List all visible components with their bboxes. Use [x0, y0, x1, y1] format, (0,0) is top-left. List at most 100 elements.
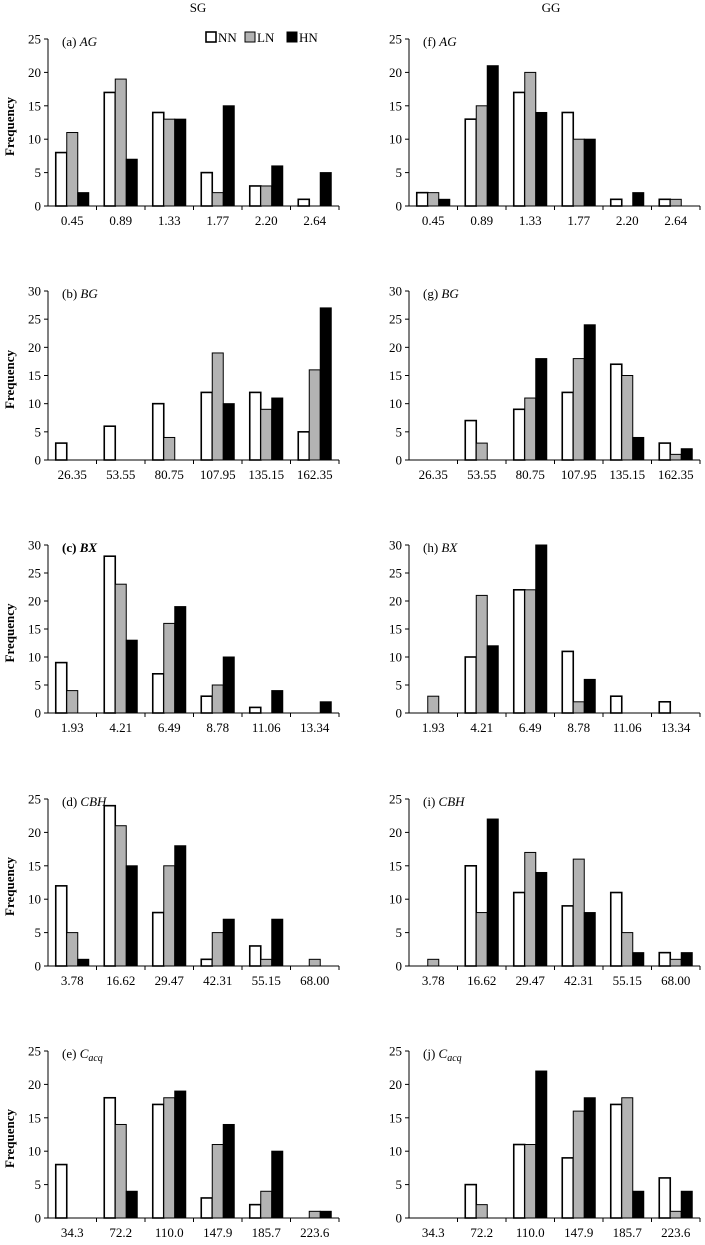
panel-label: (e) Cacq: [62, 1046, 103, 1064]
bar-nn: [464, 419, 478, 461]
bar-hn: [319, 1210, 332, 1219]
x-tick-label: 8.78: [206, 720, 229, 735]
bar-ln: [524, 851, 537, 967]
bar-nn: [54, 151, 68, 207]
chart-panel: 0 5 10 15 20 25 30 26.35 53.55 80.75 107.95 135.15 1…: [389, 284, 701, 482]
bar-nn: [103, 1096, 117, 1219]
bar-ln: [669, 453, 682, 461]
x-tick-label: 2.64: [664, 213, 687, 228]
panel-variable-subscript: acq: [88, 1053, 102, 1064]
bar-hn: [174, 606, 187, 714]
y-tick-label: 0: [396, 959, 403, 974]
bar-hn: [632, 952, 645, 967]
bar-hn: [535, 871, 548, 967]
panel-label: (a) AG: [62, 34, 98, 49]
bar-hn: [222, 403, 235, 461]
bar-ln: [427, 958, 440, 967]
y-tick-label: 5: [35, 165, 42, 180]
x-tick-label: 2.20: [616, 213, 639, 228]
x-tick-label: 26.35: [419, 467, 448, 482]
x-tick-label: 110.0: [155, 1225, 184, 1240]
panel-letter: (h): [423, 540, 441, 555]
bar-nn: [151, 111, 165, 207]
bar-hn: [271, 397, 284, 461]
bar-ln: [621, 1097, 634, 1219]
bar-hn: [535, 544, 548, 714]
bar-nn: [54, 1163, 68, 1219]
bar-ln: [114, 78, 127, 207]
bar-ln: [66, 690, 79, 714]
x-tick-label: 4.21: [109, 720, 132, 735]
chart-panel: 0 5 10 15 20 25 30 1.93 4.21 6.49 8.78 11.06 13.34 (h…: [389, 538, 701, 735]
x-tick-label: 0.89: [109, 213, 132, 228]
bar-hn: [632, 1190, 645, 1219]
bar-nn: [609, 891, 623, 967]
y-tick-label: 25: [389, 32, 402, 47]
bar-nn: [512, 91, 526, 207]
y-tick-label: 5: [396, 165, 403, 180]
y-tick-label: 0: [35, 706, 42, 721]
x-tick-label: 80.75: [155, 467, 184, 482]
y-tick-label: 25: [28, 792, 41, 807]
bar-nn: [151, 402, 165, 461]
bar-hn: [632, 192, 645, 207]
bar-ln: [163, 118, 176, 207]
panel-variable-subscript: acq: [447, 1053, 461, 1064]
bar-nn: [151, 1103, 165, 1219]
panel-variable: BG: [441, 286, 459, 301]
x-tick-label: 1.93: [422, 720, 445, 735]
bar-hn: [583, 912, 596, 967]
bar-ln: [163, 622, 176, 714]
x-tick-label: 1.77: [567, 213, 590, 228]
bar-hn: [319, 307, 332, 461]
bar-hn: [583, 324, 596, 461]
x-tick-label: 13.34: [300, 720, 330, 735]
y-tick-label: 5: [396, 1177, 403, 1192]
bar-hn: [486, 65, 499, 207]
y-tick-label: 0: [35, 453, 42, 468]
y-tick-label: 10: [389, 396, 402, 411]
y-tick-label: 20: [28, 65, 41, 80]
y-tick-label: 25: [389, 566, 402, 581]
y-tick-label: 25: [28, 566, 41, 581]
x-tick-label: 11.06: [613, 720, 642, 735]
x-tick-label: 80.75: [516, 467, 545, 482]
bar-nn: [200, 171, 214, 207]
bar-nn: [561, 905, 575, 967]
bar-ln: [163, 865, 176, 967]
x-tick-label: 2.64: [303, 213, 326, 228]
y-tick-label: 0: [396, 453, 403, 468]
column-title-gg: GG: [541, 0, 561, 15]
bar-ln: [475, 105, 488, 207]
bar-hn: [486, 818, 499, 967]
y-tick-label: 5: [396, 678, 403, 693]
x-tick-label: 1.77: [206, 213, 229, 228]
x-tick-label: 147.9: [203, 1225, 232, 1240]
y-tick-label: 10: [28, 892, 41, 907]
y-tick-label: 20: [389, 825, 402, 840]
bar-ln: [572, 1110, 585, 1219]
bar-ln: [211, 352, 224, 461]
x-tick-label: 53.55: [106, 467, 135, 482]
bar-ln: [308, 369, 321, 461]
bar-nn: [609, 363, 623, 461]
x-tick-label: 72.2: [109, 1225, 132, 1240]
bar-ln: [260, 1190, 273, 1219]
bar-nn: [464, 656, 478, 714]
panel-variable: C: [80, 1046, 89, 1061]
bar-ln: [163, 436, 176, 461]
bar-ln: [114, 583, 127, 714]
y-axis-title: Frequency: [2, 350, 17, 409]
legend-swatch-nn: [205, 31, 217, 43]
y-axis-title: Frequency: [2, 1109, 17, 1168]
bar-nn: [512, 891, 526, 967]
y-tick-label: 15: [389, 622, 402, 637]
bar-nn: [464, 118, 478, 207]
x-tick-label: 135.15: [609, 467, 645, 482]
chart-panel: 0 5 10 15 20 25 3.78 16.62 29.47 42.31 55.15 68.00 (…: [2, 792, 340, 988]
y-tick-label: 10: [389, 132, 402, 147]
bar-nn: [248, 706, 262, 714]
x-tick-label: 2.20: [255, 213, 278, 228]
bar-hn: [271, 165, 284, 207]
